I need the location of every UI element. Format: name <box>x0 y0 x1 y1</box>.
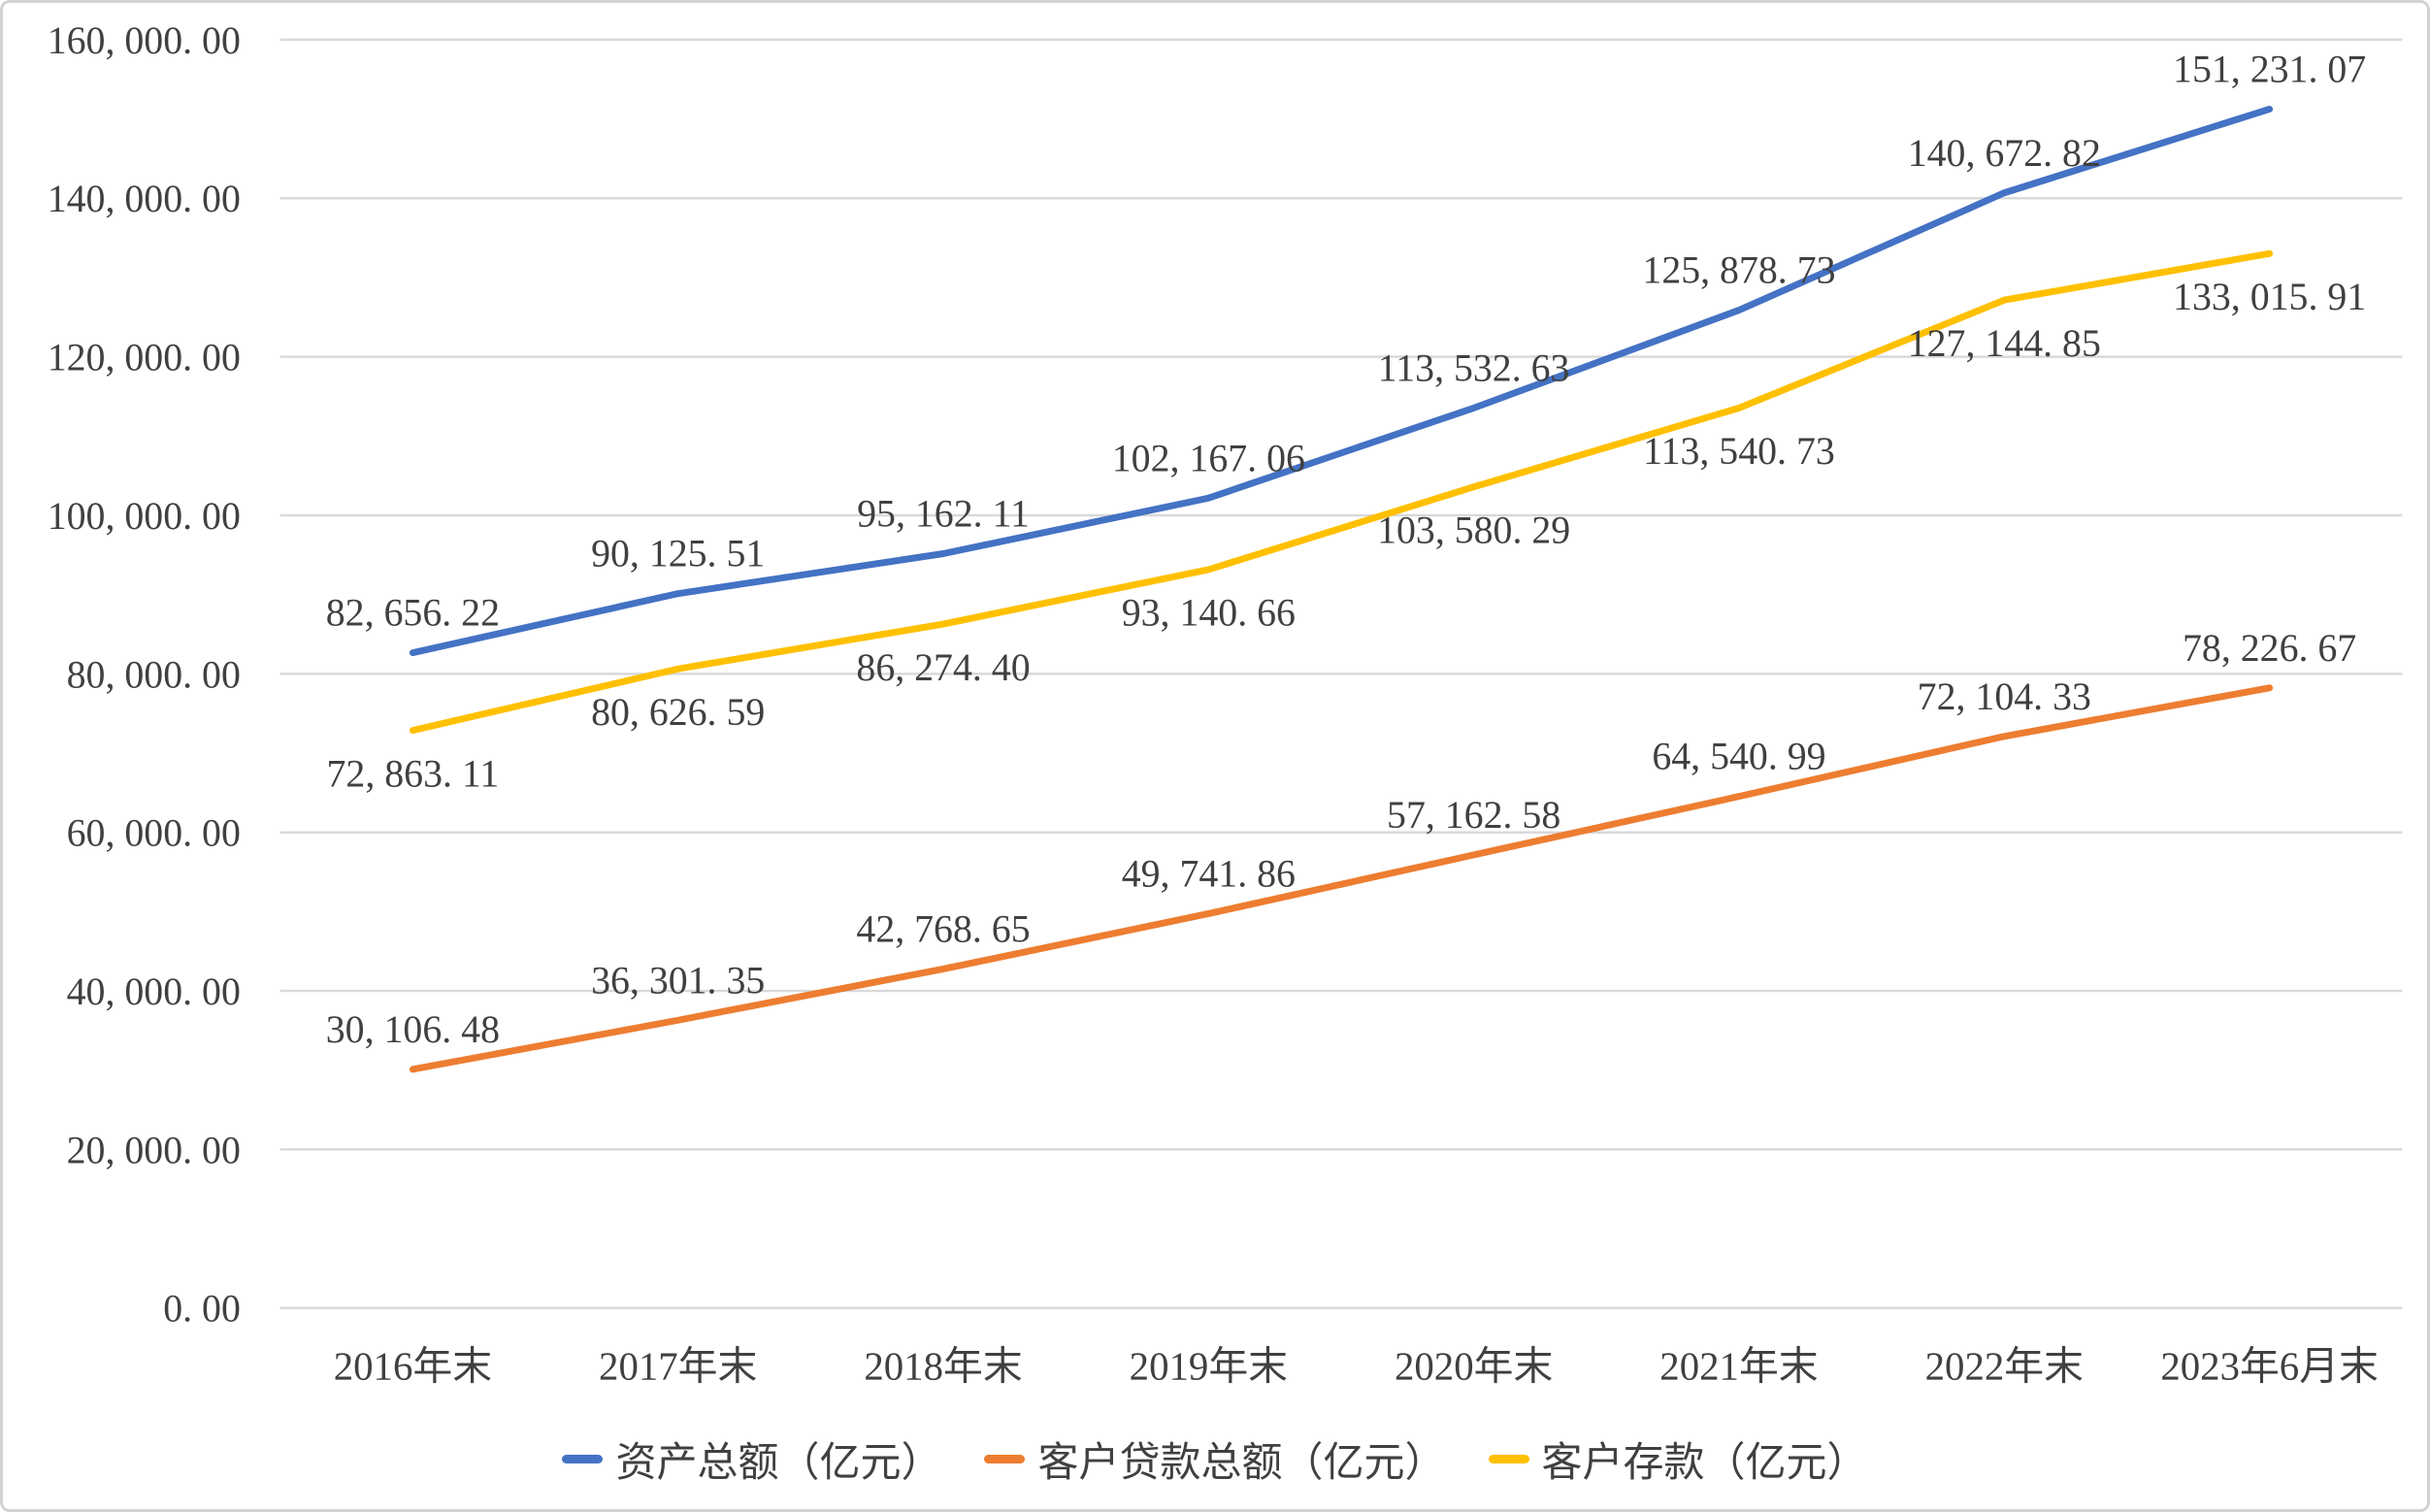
y-axis-tick-label: 60, 000. 00 <box>67 811 241 855</box>
y-axis-tick-label: 100, 000. 00 <box>48 494 241 538</box>
data-label-customer-deposits: 80, 626. 59 <box>591 690 765 734</box>
data-label-customer-loans: 78, 226. 67 <box>2183 626 2356 670</box>
data-label-customer-deposits: 93, 140. 66 <box>1122 591 1296 635</box>
data-label-customer-loans: 64, 540. 99 <box>1652 735 1825 778</box>
data-label-customer-loans: 42, 768. 65 <box>856 907 1030 951</box>
data-label-total-assets: 90, 125. 51 <box>591 532 765 575</box>
data-labels-customer-loans: 30, 106. 48 36, 301. 35 42, 768. 65 49, 741… <box>326 626 2356 1051</box>
data-labels-customer-deposits: 72, 863. 11 80, 626. 59 86, 274. 40 93, 140… <box>327 275 2367 795</box>
data-label-total-assets: 140, 672. 82 <box>1908 131 2101 175</box>
legend-dash-icon <box>1488 1455 1529 1463</box>
x-axis-labels: 2016年末 2017年末 2018年末 2019年末 2020年末 2021年末 2022… <box>334 1345 2379 1389</box>
y-axis-tick-label: 0. 00 <box>163 1287 241 1331</box>
y-axis-tick-label: 120, 000. 00 <box>48 336 241 379</box>
x-axis-label: 2020年末 <box>1395 1345 1553 1389</box>
y-axis-tick-label: 40, 000. 00 <box>67 970 241 1013</box>
x-axis-label: 2021年末 <box>1659 1345 1818 1389</box>
gridlines <box>279 38 2403 1310</box>
data-label-customer-deposits: 113, 540. 73 <box>1643 429 1835 473</box>
data-label-total-assets: 125, 878. 73 <box>1642 248 1835 292</box>
x-axis-label: 2019年末 <box>1130 1345 1288 1389</box>
data-label-customer-loans: 57, 162. 58 <box>1387 793 1560 837</box>
data-label-customer-loans: 30, 106. 48 <box>326 1007 500 1051</box>
legend-label: 客户贷款总额（亿元） <box>1037 1441 1446 1486</box>
series-line-customer-loans <box>409 684 2274 1073</box>
data-label-total-assets: 102, 167. 06 <box>1112 436 1305 479</box>
y-axis-tick-label: 80, 000. 00 <box>67 652 241 696</box>
legend-dash-icon <box>984 1455 1026 1463</box>
legend-label: 资产总额（亿元） <box>615 1441 942 1486</box>
data-label-total-assets: 151, 231. 07 <box>2173 48 2366 91</box>
y-axis-tick-labels: 160, 000. 00 140, 000. 00 120, 000. 00 100,… <box>48 18 241 1331</box>
data-labels-total-assets: 82, 656. 22 90, 125. 51 95, 162. 11 102, 16… <box>326 48 2366 635</box>
x-axis-label: 2018年末 <box>864 1345 1022 1389</box>
legend-dash-icon <box>562 1455 604 1463</box>
x-axis-label: 2016年末 <box>334 1345 492 1389</box>
data-label-customer-loans: 36, 301. 35 <box>591 958 765 1002</box>
x-axis-label: 2023年6月末 <box>2160 1345 2379 1389</box>
data-label-customer-deposits: 72, 863. 11 <box>327 751 500 795</box>
legend-item-customer-loans: 客户贷款总额（亿元） <box>984 1430 1446 1489</box>
x-axis-label: 2017年末 <box>599 1345 757 1389</box>
data-label-customer-deposits: 86, 274. 40 <box>856 645 1030 689</box>
data-label-total-assets: 95, 162. 11 <box>857 492 1030 536</box>
chart-legend: 资产总额（亿元） 客户贷款总额（亿元） 客户存款（亿元） <box>3 1430 2427 1489</box>
legend-item-customer-deposits: 客户存款（亿元） <box>1488 1430 1868 1489</box>
legend-item-total-assets: 资产总额（亿元） <box>562 1430 941 1489</box>
data-label-customer-deposits: 133, 015. 91 <box>2173 275 2366 318</box>
series-line-total-assets <box>409 105 2274 657</box>
legend-label: 客户存款（亿元） <box>1541 1441 1868 1486</box>
data-label-customer-deposits: 103, 580. 29 <box>1377 508 1570 551</box>
y-axis-tick-label: 20, 000. 00 <box>67 1128 241 1171</box>
data-label-total-assets: 82, 656. 22 <box>326 591 500 635</box>
line-chart: 160, 000. 00 140, 000. 00 120, 000. 00 100,… <box>48 18 2403 1389</box>
y-axis-tick-label: 140, 000. 00 <box>48 177 241 220</box>
series-line-customer-deposits <box>409 249 2274 735</box>
data-label-customer-deposits: 127, 144. 85 <box>1908 321 2101 365</box>
x-axis-label: 2022年末 <box>1925 1345 2084 1389</box>
y-axis-tick-label: 160, 000. 00 <box>48 18 241 62</box>
data-label-customer-loans: 49, 741. 86 <box>1122 852 1296 896</box>
data-label-customer-loans: 72, 104. 33 <box>1918 674 2091 718</box>
data-label-total-assets: 113, 532. 63 <box>1378 346 1570 390</box>
